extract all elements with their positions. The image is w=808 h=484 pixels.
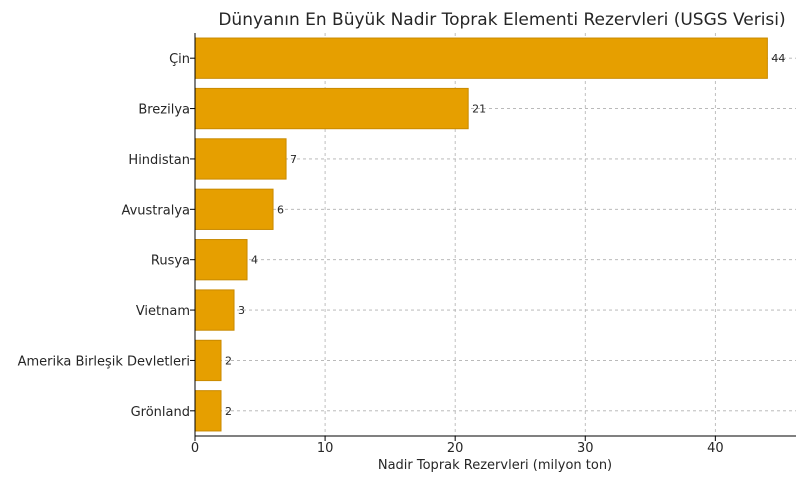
bar: [194, 87, 469, 130]
bar-value-label: 3: [238, 304, 245, 317]
category-label: Vietnam: [136, 304, 190, 319]
chart-title: Dünyanın En Büyük Nadir Toprak Elementi …: [218, 10, 785, 30]
bar-value-label: 7: [290, 153, 297, 166]
category-label: Brezilya: [138, 103, 190, 118]
x-ticks: 0 10 20 30 40: [191, 436, 724, 456]
category-label: Avustralya: [121, 203, 190, 218]
bar: [194, 289, 235, 331]
category-label: Rusya: [151, 254, 190, 269]
bar: [194, 390, 222, 432]
value-labels: 44 21 7 6 4 3 2 2: [225, 52, 785, 418]
x-tick-label: 20: [447, 441, 464, 456]
category-label: Hindistan: [128, 153, 190, 168]
bar-value-label: 44: [771, 52, 785, 65]
bar-value-label: 2: [225, 354, 232, 367]
bar-value-label: 21: [472, 103, 486, 116]
bar-value-label: 6: [277, 203, 284, 216]
bar: [194, 239, 248, 281]
bar-value-label: 2: [225, 405, 232, 418]
bar: [194, 339, 222, 382]
bar: [194, 188, 274, 230]
category-label: Çin: [169, 52, 190, 67]
category-label: Grönland: [131, 405, 190, 420]
category-labels: Çin Brezilya Hindistan Avustralya Rusya Vietn…: [18, 52, 195, 420]
x-tick-label: 40: [707, 441, 724, 456]
bar-value-label: 4: [251, 254, 258, 267]
x-axis-label: Nadir Toprak Rezervleri (milyon ton): [378, 458, 612, 473]
bar: [194, 138, 287, 180]
bars: [194, 37, 768, 432]
x-tick-label: 30: [577, 441, 594, 456]
bar: [194, 37, 768, 79]
category-label: Amerika Birleşik Devletleri: [18, 354, 190, 369]
x-tick-label: 10: [317, 441, 334, 456]
x-tick-label: 0: [191, 441, 199, 456]
